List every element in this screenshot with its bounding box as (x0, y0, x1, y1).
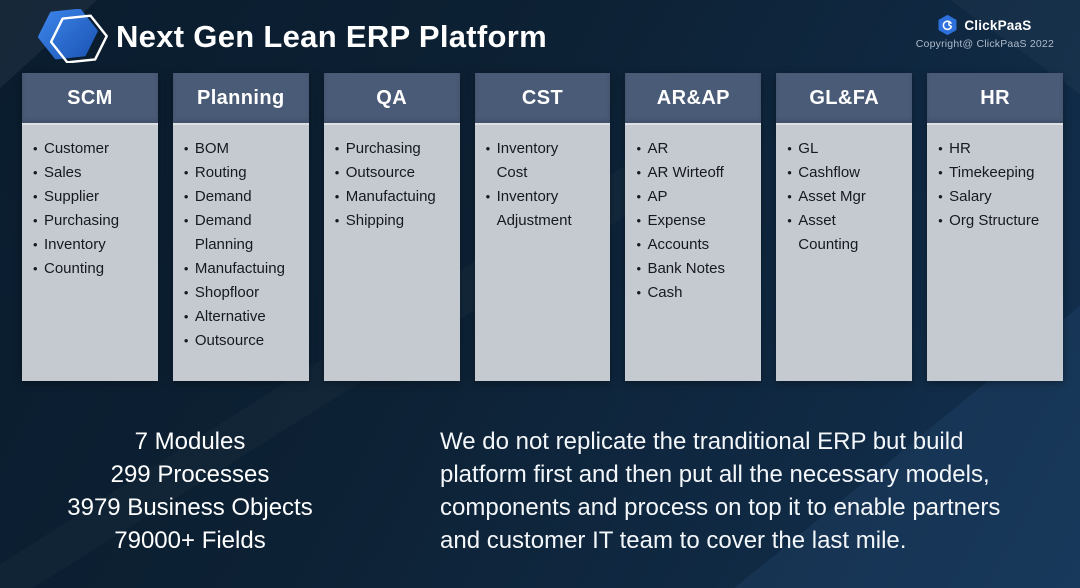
clickpaas-logo-icon (938, 15, 957, 35)
column-body: GL Cashflow Asset Mgr Asset Counting (776, 123, 913, 381)
column-header: QA (323, 73, 460, 123)
module-column-cst: CST Inventory Cost Inventory Adjustment (474, 73, 611, 381)
copyright-text: Copyright@ ClickPaaS 2022 (915, 38, 1054, 50)
list-item: Supplier (33, 185, 153, 209)
column-header: CST (474, 73, 611, 123)
module-list: Purchasing Outsource Manufactuing Shippi… (335, 137, 455, 233)
brand-row: ClickPaaS (938, 15, 1031, 35)
list-item: Outsource (184, 329, 304, 353)
column-header: Planning (172, 73, 309, 123)
page-title: Next Gen Lean ERP Platform (116, 18, 548, 54)
column-body: AR AR Wirteoff AP Expense Accounts Bank … (625, 123, 762, 381)
list-item: Demand (184, 185, 304, 209)
module-column-qa: QA Purchasing Outsource Manufactuing Shi… (323, 73, 460, 381)
list-item: Org Structure (938, 209, 1058, 233)
column-body: Inventory Cost Inventory Adjustment (474, 123, 611, 381)
list-item: Asset Mgr (787, 185, 907, 209)
list-item: Purchasing (335, 137, 455, 161)
stat-line: 3979 Business Objects (67, 494, 313, 521)
column-header: AR&AP (625, 73, 762, 123)
list-item: Customer (33, 137, 153, 161)
stat-line: 79000+ Fields (114, 527, 266, 554)
list-item: Inventory (33, 233, 153, 257)
module-list: AR AR Wirteoff AP Expense Accounts Bank … (636, 137, 756, 305)
stat-line: 7 Modules (134, 428, 246, 455)
list-item: Cashflow (787, 161, 907, 185)
list-item: Bank Notes (636, 257, 756, 281)
list-item: AR (636, 137, 756, 161)
list-item: Timekeeping (938, 161, 1058, 185)
module-list: Inventory Cost Inventory Adjustment (486, 137, 606, 233)
list-item: Expense (636, 209, 756, 233)
list-item: Shipping (335, 209, 455, 233)
column-body: BOM Routing Demand Demand Planning Manuf… (172, 123, 309, 381)
module-column-hr: HR HR Timekeeping Salary Org Structure (927, 73, 1064, 381)
header-bar: Next Gen Lean ERP Platform ClickPaaS Cop… (0, 0, 1080, 73)
list-item: GL (787, 137, 907, 161)
list-item: Salary (938, 185, 1058, 209)
list-item: Shopfloor (184, 281, 304, 305)
list-item: Sales (33, 161, 153, 185)
list-item: Purchasing (33, 209, 153, 233)
module-column-scm: SCM Customer Sales Supplier Purchasing I… (22, 73, 158, 381)
stat-line: 299 Processes (110, 461, 270, 488)
list-item: BOM (184, 137, 304, 161)
column-header: GL&FA (776, 73, 913, 123)
module-column-arap: AR&AP AR AR Wirteoff AP Expense Accounts… (625, 73, 762, 381)
list-item: Manufactuing (335, 185, 455, 209)
module-list: HR Timekeeping Salary Org Structure (938, 137, 1058, 233)
module-list: BOM Routing Demand Demand Planning Manuf… (184, 137, 304, 353)
list-item: Manufactuing (184, 257, 304, 281)
list-item: Inventory Cost (486, 137, 606, 185)
list-item: Cash (636, 281, 756, 305)
list-item: Inventory Adjustment (486, 185, 606, 233)
column-body: HR Timekeeping Salary Org Structure (927, 123, 1064, 381)
column-body: Customer Sales Supplier Purchasing Inven… (22, 123, 158, 381)
module-list: GL Cashflow Asset Mgr Asset Counting (787, 137, 907, 257)
list-item: AP (636, 185, 756, 209)
hexagon-logo-icon (38, 8, 108, 68)
list-item: Accounts (636, 233, 756, 257)
module-column-glfa: GL&FA GL Cashflow Asset Mgr Asset Counti… (776, 73, 913, 381)
list-item: Asset Counting (787, 209, 907, 257)
module-list: Customer Sales Supplier Purchasing Inven… (33, 137, 153, 281)
list-item: AR Wirteoff (636, 161, 756, 185)
list-item: Routing (184, 161, 304, 185)
column-body: Purchasing Outsource Manufactuing Shippi… (323, 123, 460, 381)
list-item: Outsource (335, 161, 455, 185)
list-item: HR (938, 137, 1058, 161)
list-item: Alternative (184, 305, 304, 329)
summary-section: 7 Modules 299 Processes 3979 Business Ob… (0, 425, 1080, 557)
module-column-planning: Planning BOM Routing Demand Demand Plann… (172, 73, 309, 381)
module-columns: SCM Customer Sales Supplier Purchasing I… (0, 73, 1080, 381)
column-header: SCM (22, 73, 158, 123)
brand-name: ClickPaaS (964, 17, 1032, 33)
stats-block: 7 Modules 299 Processes 3979 Business Ob… (0, 425, 380, 557)
brand-block: ClickPaaS Copyright@ ClickPaaS 2022 (916, 15, 1054, 50)
list-item: Demand Planning (184, 209, 304, 257)
column-header: HR (927, 73, 1064, 123)
list-item: Counting (33, 257, 153, 281)
description-text: We do not replicate the tranditional ERP… (440, 428, 1001, 554)
